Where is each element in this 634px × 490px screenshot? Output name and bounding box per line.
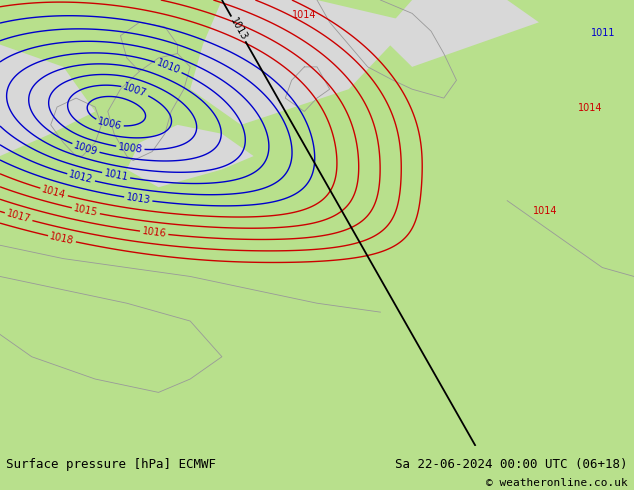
Text: 1008: 1008 bbox=[117, 142, 143, 155]
Polygon shape bbox=[380, 0, 539, 67]
Text: 1012: 1012 bbox=[68, 170, 94, 186]
Text: 1011: 1011 bbox=[103, 168, 129, 183]
Text: 1009: 1009 bbox=[73, 140, 99, 157]
Text: 1014: 1014 bbox=[533, 206, 558, 216]
Polygon shape bbox=[127, 125, 254, 187]
Text: 1013: 1013 bbox=[126, 193, 151, 206]
Text: Sa 22-06-2024 00:00 UTC (06+18): Sa 22-06-2024 00:00 UTC (06+18) bbox=[395, 458, 628, 471]
Polygon shape bbox=[190, 0, 412, 125]
Text: 1015: 1015 bbox=[73, 203, 99, 219]
Text: 1006: 1006 bbox=[96, 117, 123, 132]
Text: 1010: 1010 bbox=[155, 58, 182, 76]
Text: 1017: 1017 bbox=[5, 209, 32, 225]
Text: Surface pressure [hPa] ECMWF: Surface pressure [hPa] ECMWF bbox=[6, 458, 216, 471]
Text: © weatheronline.co.uk: © weatheronline.co.uk bbox=[486, 478, 628, 488]
Text: 1013: 1013 bbox=[228, 16, 249, 42]
Text: 1014: 1014 bbox=[578, 103, 602, 114]
Text: 1014: 1014 bbox=[41, 184, 67, 200]
Text: 1014: 1014 bbox=[292, 10, 316, 20]
Text: 1007: 1007 bbox=[122, 81, 148, 99]
Text: 1018: 1018 bbox=[49, 231, 75, 246]
Polygon shape bbox=[0, 0, 95, 156]
Text: 1011: 1011 bbox=[590, 27, 615, 38]
Text: 1016: 1016 bbox=[141, 226, 167, 239]
